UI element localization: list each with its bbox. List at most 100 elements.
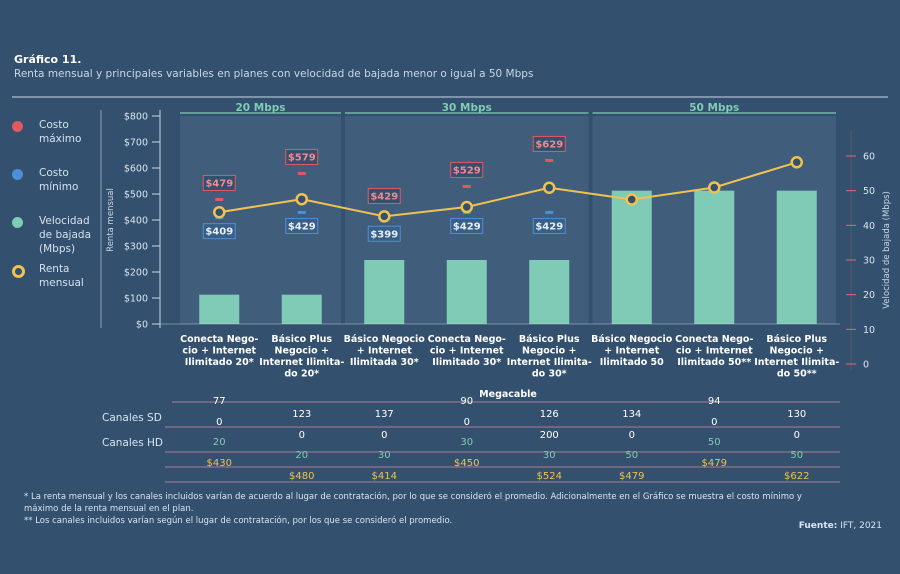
renta-value: $480 [289, 471, 314, 482]
source-value: IFT, 2021 [840, 521, 882, 531]
speed-bar [529, 260, 570, 324]
min-cost-marker [297, 210, 306, 214]
speed-bar [281, 294, 322, 324]
red-dot-icon [12, 121, 23, 132]
min-cost-marker [545, 210, 554, 214]
sd-value: 130 [787, 409, 806, 420]
speed-bar [611, 190, 652, 324]
legend-label: Renta mensual [39, 263, 84, 289]
renta-point [543, 181, 556, 195]
legend-label: Costo mínimo [39, 167, 79, 193]
renta-value: $524 [537, 471, 562, 482]
x-tick-label: Básico Plus Negocio + Internet Ilimita-do … [259, 334, 344, 380]
min-cost-box [285, 217, 319, 234]
x-tick-label: Conecta Nego-cio + Internet Ilimitado 30* [428, 334, 506, 368]
chart-title: Gráfico 11. [14, 53, 82, 66]
renta-value: $622 [784, 471, 809, 482]
speed-value: 30 [543, 450, 556, 461]
min-cost-label: $429 [535, 221, 563, 232]
y-tick-label: $400 [124, 216, 148, 227]
y2-axis-title: Velocidad de bajada (Mbps) [882, 191, 892, 309]
renta-point [378, 210, 391, 223]
renta-point [295, 192, 308, 206]
speed-value: 50 [708, 437, 721, 448]
source-label: Fuente: [798, 521, 838, 531]
renta-value: $479 [619, 471, 644, 482]
hd-value: 200 [540, 430, 559, 441]
sd-value: 77 [213, 396, 226, 407]
legend-item: Velocidad de bajada (Mbps) [12, 214, 107, 262]
renta-point [708, 181, 721, 194]
legend-item: Renta mensual [12, 262, 107, 310]
sd-value: 137 [375, 409, 394, 420]
sd-value: 94 [708, 396, 721, 407]
max-cost-box [532, 135, 566, 152]
min-cost-label: $409 [205, 227, 233, 238]
renta-point [790, 156, 803, 169]
sd-value: 90 [460, 396, 473, 407]
renta-value: $430 [207, 458, 232, 469]
renta-value: $479 [702, 458, 727, 469]
row-label-hd: Canales HD [102, 437, 163, 449]
speed-value: 30 [378, 450, 391, 461]
speed-bar [446, 260, 487, 324]
sd-value: 123 [292, 409, 311, 420]
speed-bar [199, 294, 240, 324]
y2-tick-label: 60 [863, 152, 875, 163]
speed-bar [694, 190, 735, 324]
y-tick-label: $500 [124, 190, 148, 201]
y-tick-label: $0 [136, 320, 148, 331]
min-cost-box [532, 217, 566, 234]
min-cost-label: $399 [370, 229, 398, 240]
max-cost-box [202, 174, 236, 191]
min-cost-label: $429 [453, 221, 481, 232]
legend-label: Costo máximo [39, 119, 82, 145]
hd-value: 0 [464, 417, 470, 428]
max-cost-label: $429 [370, 191, 398, 202]
hd-value: 0 [299, 430, 305, 441]
footnote-2: ** Los canales incluidos varían según el… [24, 516, 453, 526]
x-tick-label: Básico Negocio + Internet Ilimitado 50 [591, 334, 673, 368]
y-axis-title: Renta mensual [106, 188, 116, 252]
max-cost-marker [545, 158, 554, 162]
x-tick-label: Conecta Nego-cio + Internet Ilimitado 20* [180, 334, 258, 368]
y2-tick-label: 20 [863, 290, 875, 301]
hd-value: 0 [711, 417, 717, 428]
y-tick-label: $600 [124, 164, 148, 175]
renta-point [213, 205, 226, 219]
y-tick-label: $200 [124, 268, 148, 279]
y-tick-label: $700 [124, 138, 148, 149]
x-tick-label: Conecta Nego-cio + Imternet Ilimitado 50*… [675, 334, 753, 368]
yellow-ring-icon [12, 265, 25, 278]
x-tick-label: Básico Plus Negocio + Internet Ilimita-do … [507, 334, 592, 380]
legend-item: Costo mínimo [12, 166, 107, 214]
speed-value: 30 [460, 437, 473, 448]
renta-value: $414 [372, 471, 397, 482]
hd-value: 0 [216, 417, 222, 428]
y2-tick-label: 50 [863, 186, 875, 197]
renta-value: $450 [454, 458, 479, 469]
legend-item: Costo máximo [12, 118, 107, 166]
y2-tick-label: 30 [863, 256, 875, 267]
legend: Costo máximo Costo mínimo Velocidad de baj… [12, 118, 107, 310]
max-cost-label: $479 [205, 178, 233, 189]
max-cost-label: $529 [453, 165, 481, 176]
provider-label: Megacable [479, 389, 537, 400]
teal-dot-icon [12, 217, 23, 228]
group-label: 50 Mbps [689, 102, 739, 114]
renta-point [625, 193, 638, 206]
speed-bar [364, 260, 405, 324]
speed-value: 50 [625, 450, 638, 461]
max-cost-marker [462, 184, 471, 188]
source-note: Fuente: IFT, 2021 [799, 521, 882, 531]
row-label-sd: Canales SD [102, 412, 162, 424]
y2-tick-label: 0 [863, 360, 869, 371]
blue-dot-icon [12, 169, 23, 180]
hd-value: 0 [794, 430, 800, 441]
y-tick-label: $300 [124, 242, 148, 253]
min-cost-box [450, 217, 484, 234]
max-cost-label: $579 [288, 152, 316, 163]
sd-value: 134 [622, 409, 641, 420]
